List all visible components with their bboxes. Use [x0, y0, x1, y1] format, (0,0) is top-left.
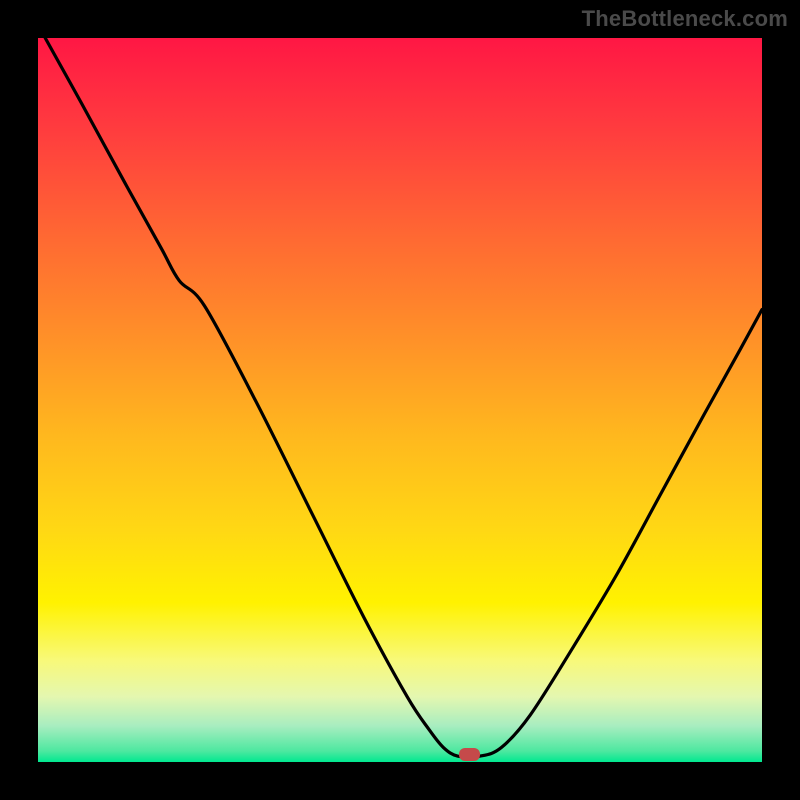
bottleneck-curve	[38, 38, 762, 762]
optimal-point-marker	[459, 748, 479, 761]
watermark-text: TheBottleneck.com	[582, 6, 788, 32]
plot-area	[38, 38, 762, 762]
chart-container: TheBottleneck.com	[0, 0, 800, 800]
